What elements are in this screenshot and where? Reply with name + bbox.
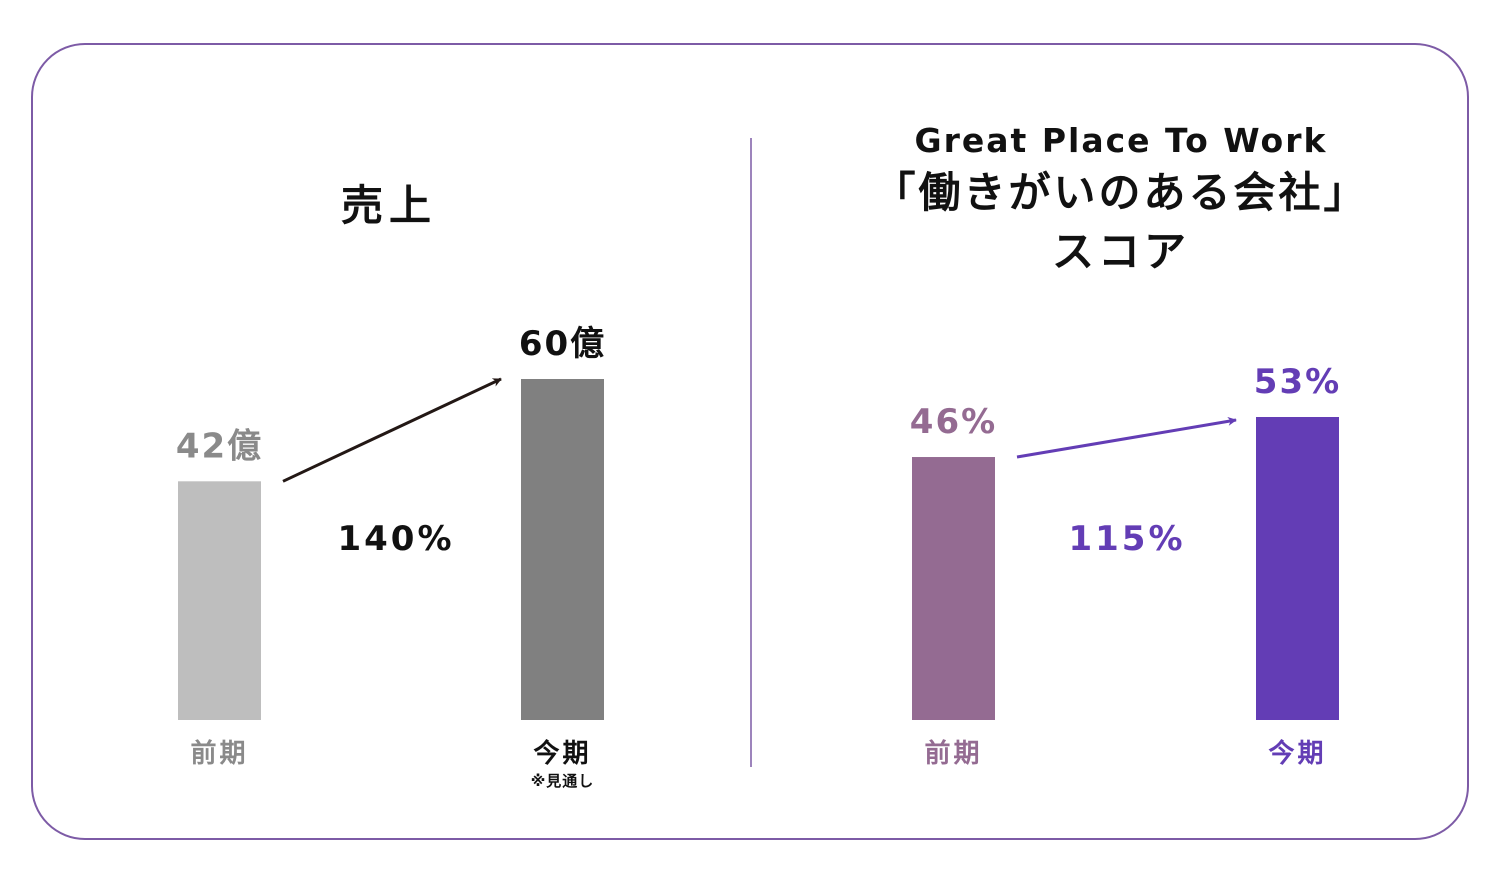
bar-previous [178,481,261,720]
value-label: 46% [910,402,997,442]
value-label: 53% [1254,362,1341,402]
value-label: 60億 [519,324,606,364]
category-label: 前期 [190,738,248,769]
score-chart-title-line2: 「働きがいのある会社」 [873,168,1368,217]
growth-label: 115% [1068,519,1185,559]
growth-label: 140% [337,519,454,559]
category-label: 今期 [533,738,591,769]
score-chart-title-line3: スコア [1052,227,1190,276]
growth-arrow [1016,416,1237,459]
score-chart-title-line1: Great Place To Work [915,121,1328,160]
chart-card [31,43,1469,840]
bar-previous [912,457,995,720]
sales-chart-title: 売上 [341,181,437,230]
bar-current [1256,417,1339,720]
category-label: 今期 [1268,738,1326,769]
value-label: 42億 [176,426,263,466]
forecast-note: ※見通し [531,772,595,790]
bar-current [521,379,604,720]
growth-arrow [282,377,502,483]
category-label: 前期 [924,738,982,769]
